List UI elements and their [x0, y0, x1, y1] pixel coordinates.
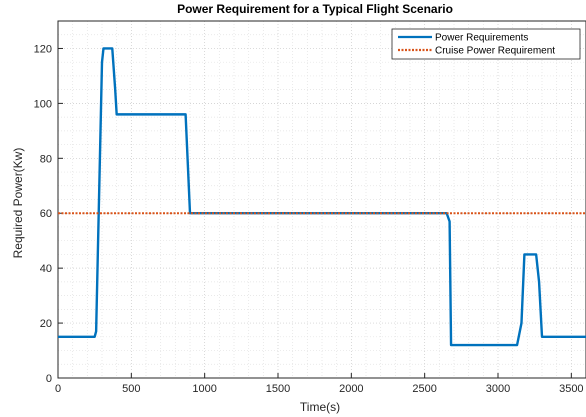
y-tick-label: 20	[40, 318, 52, 330]
x-tick-label: 0	[55, 383, 61, 395]
y-tick-label: 80	[40, 153, 52, 165]
y-tick-label: 40	[40, 263, 52, 275]
x-tick-label: 1000	[192, 383, 216, 395]
x-tick-label: 500	[122, 383, 140, 395]
grid	[57, 20, 586, 379]
x-axis-label: Time(s)	[300, 400, 340, 414]
legend: Power Requirements Cruise Power Requirem…	[391, 28, 581, 60]
x-tick-label: 1500	[266, 383, 290, 395]
chart-title: Power Requirement for a Typical Flight S…	[177, 2, 453, 16]
y-tick-label: 60	[40, 208, 52, 220]
x-tick-label: 2500	[412, 383, 436, 395]
x-tick-label: 2000	[339, 383, 363, 395]
legend-label-cruise-power: Cruise Power Requirement	[435, 46, 555, 57]
series-group	[58, 47, 586, 347]
y-tick-label: 100	[34, 98, 52, 110]
y-tick-label: 120	[34, 43, 52, 55]
y-tick-label: 0	[46, 373, 52, 385]
legend-label-power-requirements: Power Requirements	[435, 33, 528, 44]
legend-box	[391, 28, 581, 60]
y-axis-label: Required Power(Kw)	[11, 148, 25, 259]
x-tick-label: 3000	[486, 383, 510, 395]
plot-area	[57, 20, 586, 379]
x-tick-label: 3500	[559, 383, 583, 395]
x-axis: 0 500 1000 1500 2000 2500 3000 3500	[55, 373, 584, 395]
y-axis: 0 20 40 60 80 100 120	[34, 43, 63, 385]
